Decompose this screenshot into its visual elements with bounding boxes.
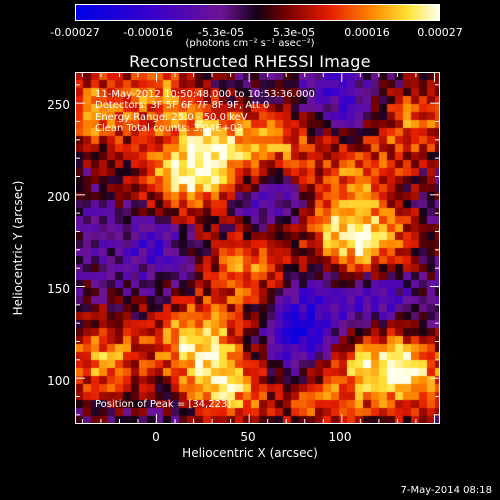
colorbar — [75, 4, 440, 21]
x-tick-label: 0 — [152, 430, 160, 444]
y-axis-label: Heliocentric Y (arcsec) — [11, 180, 25, 316]
x-axis-label: Heliocentric X (arcsec) — [182, 446, 318, 460]
peak-position-text: Position of Peak = [34,223] — [95, 399, 232, 410]
y-tick-label: 100 — [47, 374, 70, 388]
y-tick-label: 250 — [47, 98, 70, 112]
y-tick-label: 200 — [47, 190, 70, 204]
colorbar-tick: -0.00027 — [50, 26, 100, 39]
heatmap-image — [75, 72, 440, 424]
colorbar-tick: 0.00027 — [417, 26, 463, 39]
x-tick-label: 50 — [240, 430, 256, 444]
colorbar-unit-label: (photons cm⁻² s⁻¹ asec⁻²) — [185, 38, 315, 49]
axes-frame — [75, 72, 440, 424]
detectors-text: Detectors: 3F 5F 6F 7F 8F 9F, Att 0 — [95, 100, 270, 111]
plot-area: 11-May-2012 10:50:48.000 to 10:53:36.000… — [75, 72, 440, 424]
chart-title: Reconstructed RHESSI Image — [129, 52, 371, 71]
time-range-text: 11-May-2012 10:50:48.000 to 10:53:36.000 — [95, 89, 315, 100]
colorbar-tick: 0.00016 — [344, 26, 390, 39]
energy-range-text: Energy Range: 25.0 - 50.0 keV — [95, 112, 248, 123]
colorbar-tick: 5.3e-05 — [272, 26, 316, 39]
colorbar-gradient — [76, 5, 439, 20]
colorbar-tick: -5.3e-05 — [197, 26, 245, 39]
y-tick-label: 150 — [47, 282, 70, 296]
x-tick-label: 100 — [328, 430, 352, 444]
plot-border — [75, 72, 440, 424]
colorbar-tick: -0.00016 — [123, 26, 173, 39]
clean-counts-text: Clean Total counts: 3.04E+03 — [95, 123, 243, 134]
date-stamp: 7-May-2014 08:18 — [400, 485, 492, 496]
